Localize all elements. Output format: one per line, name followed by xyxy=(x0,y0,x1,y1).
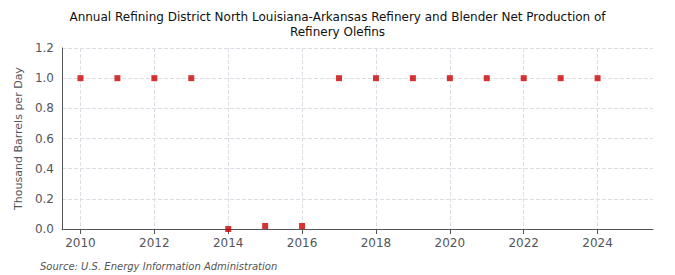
svg-text:2012: 2012 xyxy=(139,236,170,250)
svg-text:1.0: 1.0 xyxy=(35,71,54,85)
svg-text:0.8: 0.8 xyxy=(35,101,54,115)
svg-text:2018: 2018 xyxy=(361,236,392,250)
svg-text:2020: 2020 xyxy=(435,236,466,250)
svg-text:2016: 2016 xyxy=(287,236,318,250)
svg-text:2024: 2024 xyxy=(582,236,613,250)
svg-text:Refinery Olefins: Refinery Olefins xyxy=(290,25,385,39)
svg-text:Annual Refining District North: Annual Refining District North Louisiana… xyxy=(69,10,606,24)
svg-text:0.6: 0.6 xyxy=(35,132,54,146)
svg-text:2010: 2010 xyxy=(65,236,96,250)
svg-text:1.2: 1.2 xyxy=(35,41,54,55)
svg-text:0.2: 0.2 xyxy=(35,192,54,206)
svg-text:Thousand Barrels per Day: Thousand Barrels per Day xyxy=(12,67,25,211)
svg-text:0.0: 0.0 xyxy=(35,222,54,236)
svg-text:Source: U.S. Energy Informatio: Source: U.S. Energy Information Administ… xyxy=(40,261,277,272)
svg-text:2014: 2014 xyxy=(213,236,244,250)
svg-text:0.4: 0.4 xyxy=(35,162,54,176)
svg-text:2022: 2022 xyxy=(508,236,539,250)
